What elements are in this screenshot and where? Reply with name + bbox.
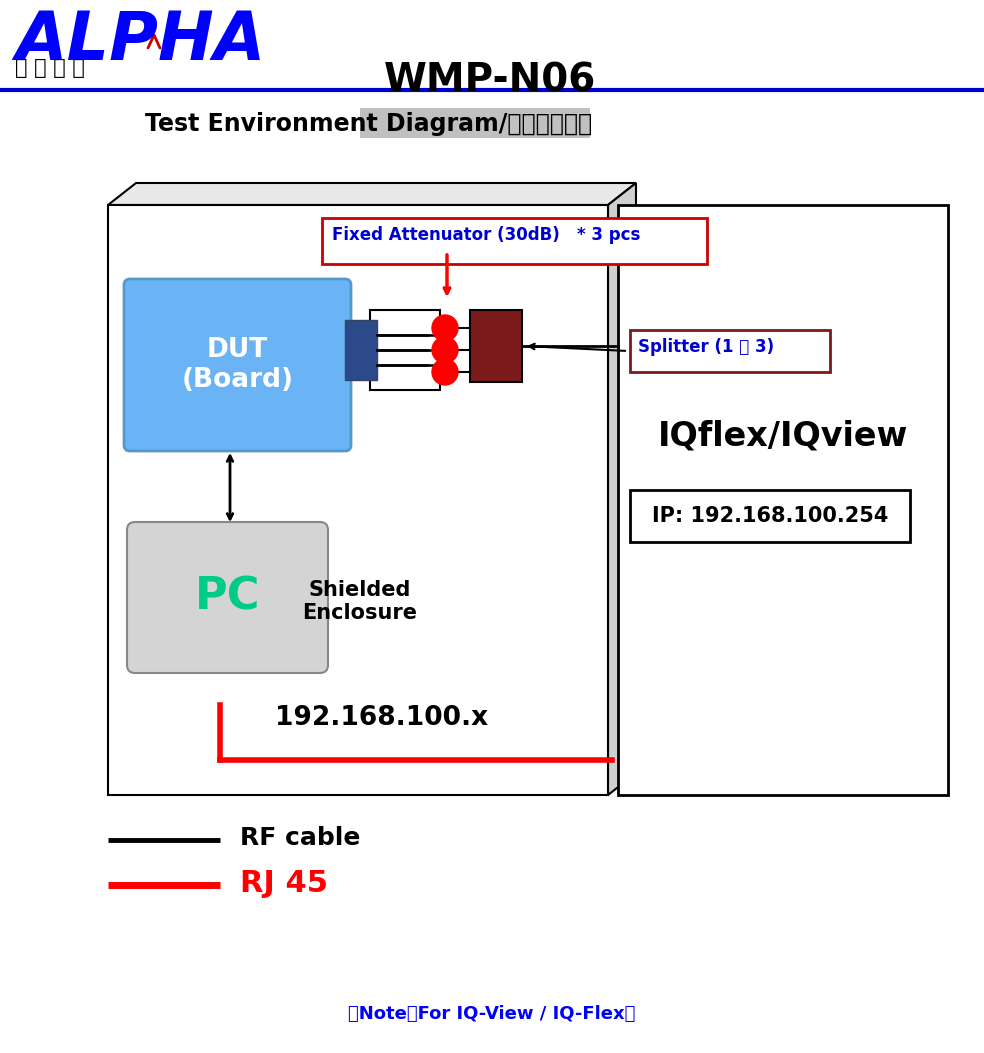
Text: Ant: Ant (375, 249, 405, 266)
FancyBboxPatch shape (124, 279, 351, 451)
Text: RJ 45: RJ 45 (240, 869, 328, 897)
Text: DUT
(Board): DUT (Board) (181, 337, 293, 393)
Text: Shielded
Enclosure: Shielded Enclosure (302, 580, 417, 623)
Bar (470, 310, 522, 382)
Bar (360, 108, 590, 138)
Bar (345, 320, 377, 380)
Circle shape (432, 359, 458, 385)
Bar (630, 490, 910, 542)
Bar (108, 205, 608, 795)
Text: 192.168.100.x: 192.168.100.x (275, 706, 488, 731)
Circle shape (432, 337, 458, 363)
Text: Test Environment Diagram/測試環境圖示: Test Environment Diagram/測試環境圖示 (145, 112, 592, 136)
Text: （Note：For IQ-View / IQ-Flex）: （Note：For IQ-View / IQ-Flex） (348, 1005, 636, 1024)
Text: 明 泰 科 技: 明 泰 科 技 (15, 58, 85, 78)
Text: Fixed Attenuator (30dB)   * 3 pcs: Fixed Attenuator (30dB) * 3 pcs (332, 226, 641, 244)
Text: ALPHA: ALPHA (15, 8, 266, 74)
Text: PC: PC (195, 576, 260, 619)
Bar (370, 310, 440, 390)
Text: IQflex/IQview: IQflex/IQview (658, 420, 908, 453)
Polygon shape (608, 183, 636, 795)
Text: Splitter (1 對 3): Splitter (1 對 3) (638, 338, 774, 356)
Text: RF cable: RF cable (240, 826, 360, 850)
Bar (322, 218, 707, 264)
Circle shape (432, 315, 458, 341)
Polygon shape (108, 183, 636, 205)
Bar (618, 205, 948, 795)
Bar (630, 330, 830, 372)
Text: IP: 192.168.100.254: IP: 192.168.100.254 (651, 506, 889, 526)
Text: WMP-N06: WMP-N06 (384, 62, 596, 100)
FancyBboxPatch shape (127, 522, 328, 673)
